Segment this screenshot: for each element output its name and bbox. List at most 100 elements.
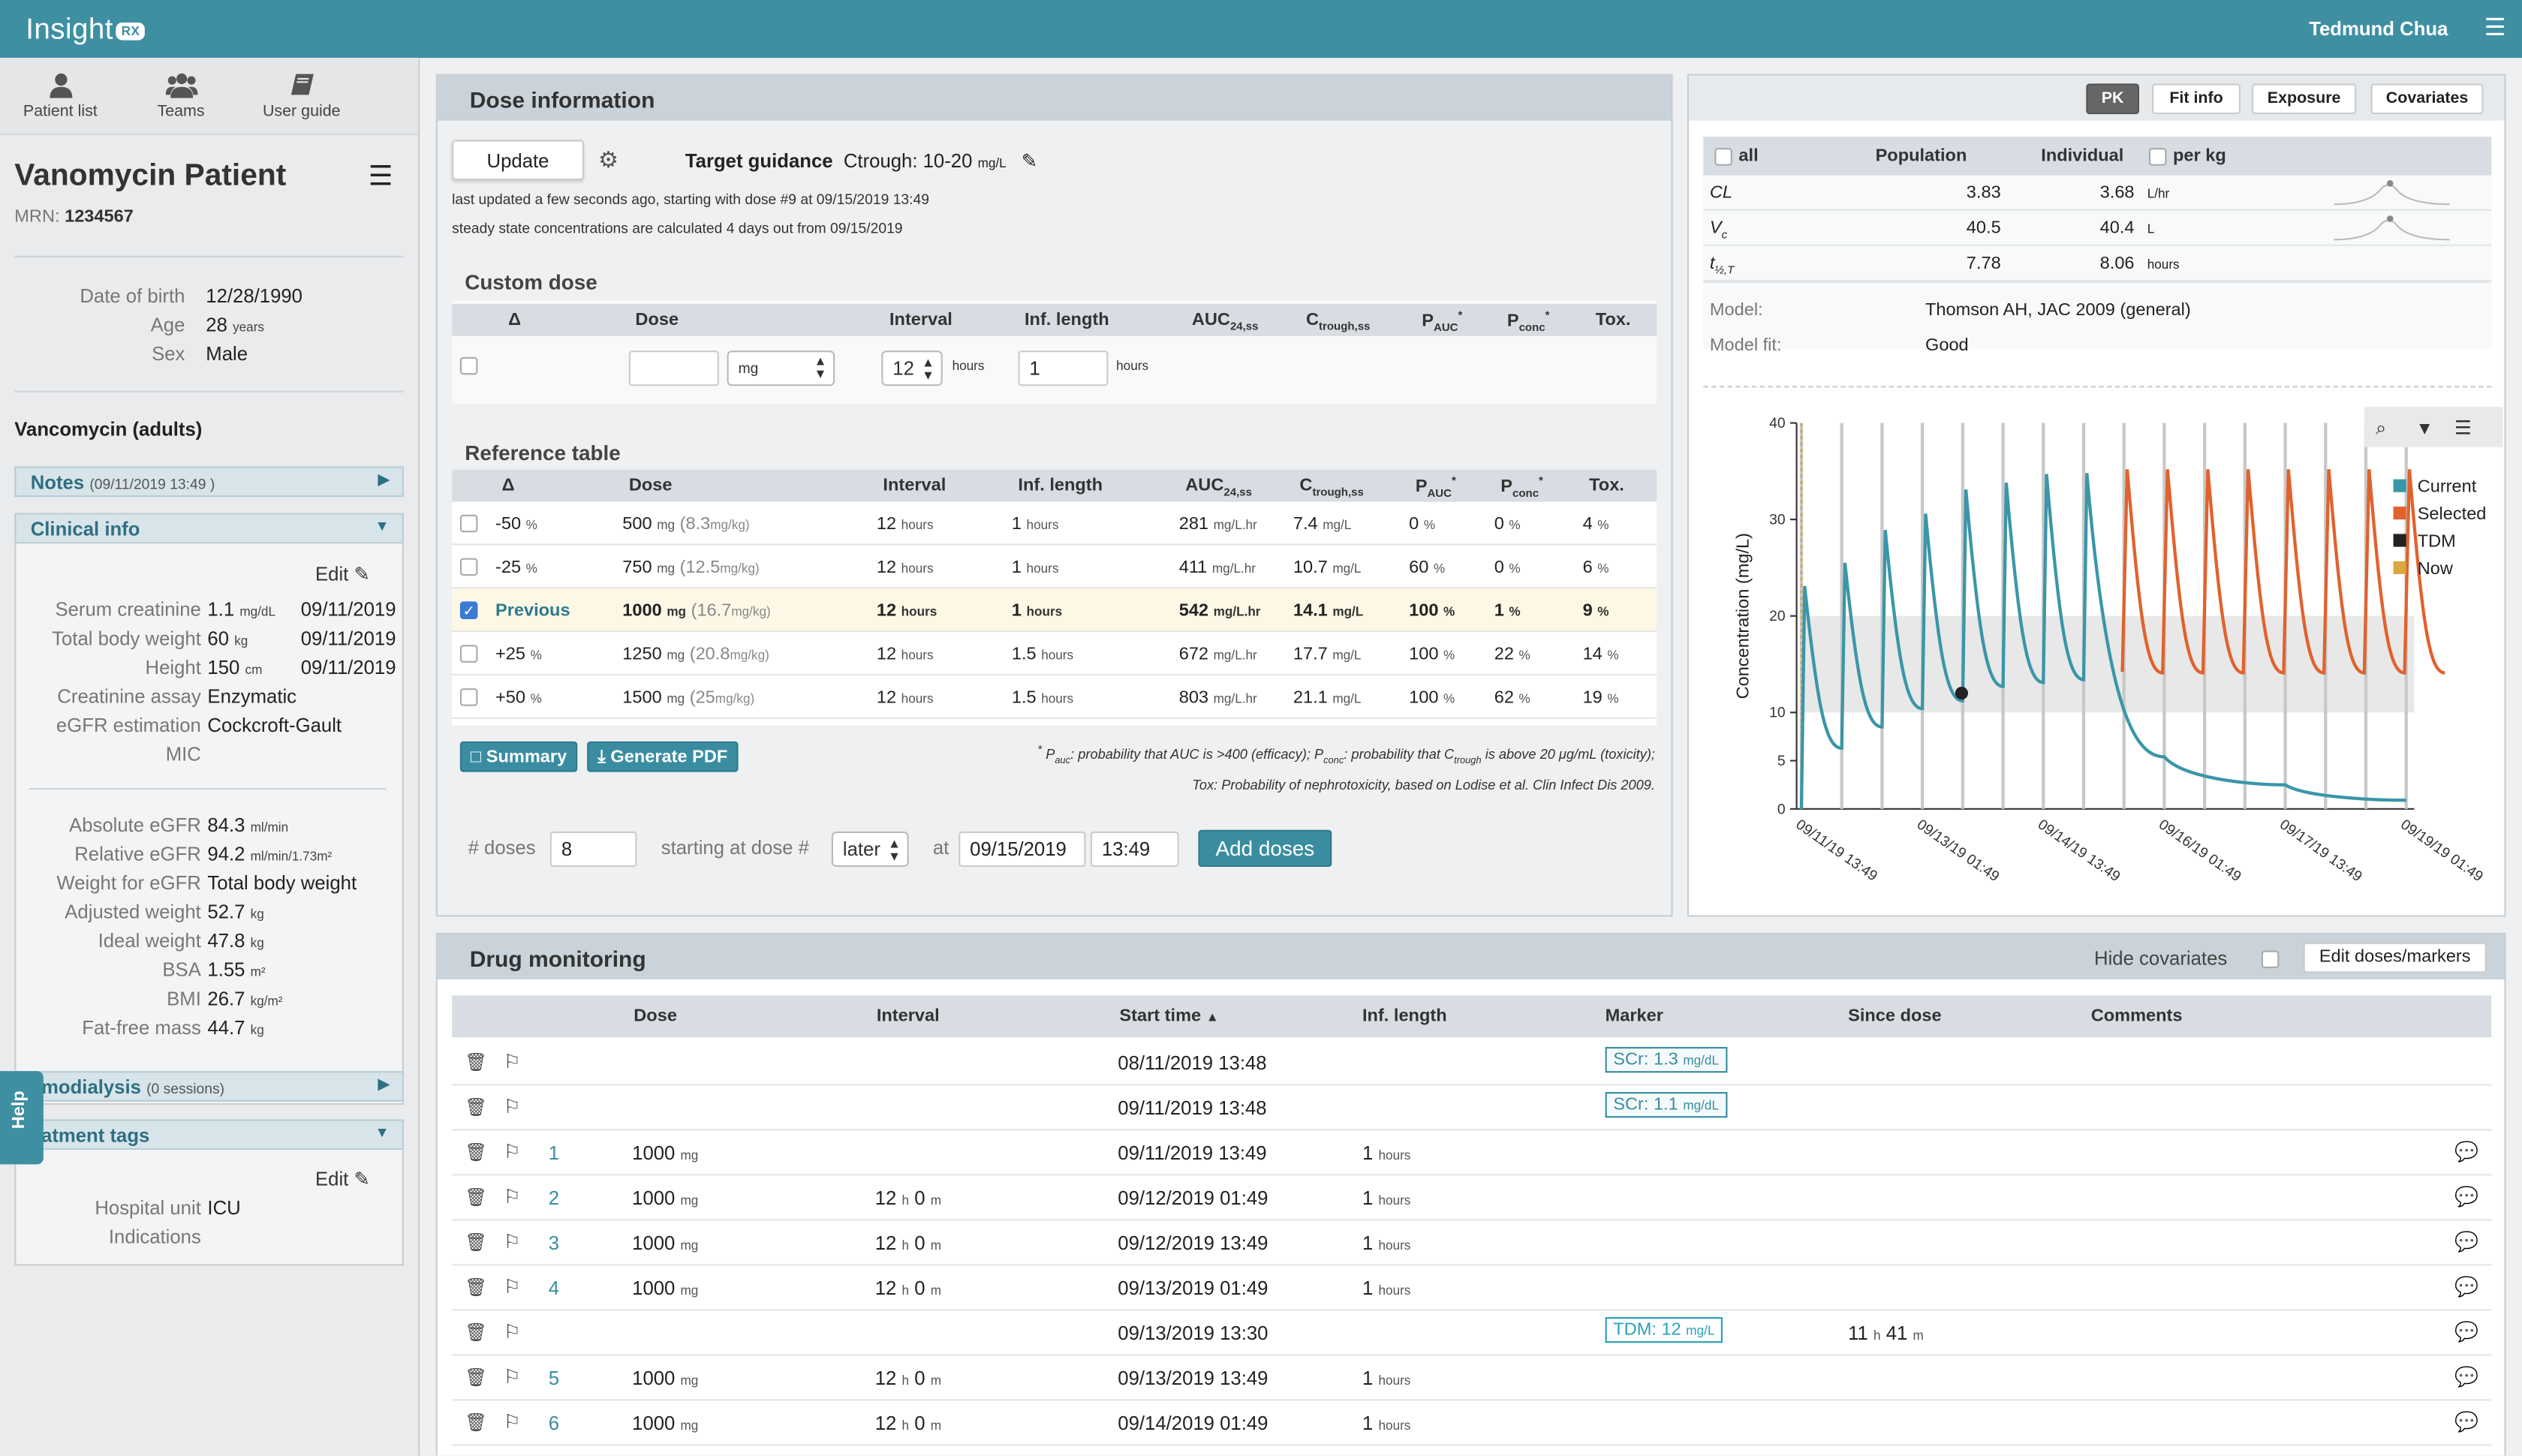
- reference-row-checkbox[interactable]: ✓: [459, 601, 478, 619]
- col-pconc: Pconc*: [1500, 476, 1543, 501]
- trash-icon[interactable]: 🗑: [465, 1188, 488, 1208]
- comment-icon[interactable]: 💬: [2454, 1230, 2479, 1253]
- marker-badge[interactable]: TDM: 12 mg/L: [1605, 1317, 1723, 1343]
- reference-row[interactable]: +25 % 1250 mg (20.8mg/kg) 12 hours 1.5 hour…: [452, 632, 1657, 675]
- flag-icon[interactable]: ⚐: [503, 1365, 521, 1388]
- dose-number-link[interactable]: 3: [548, 1232, 560, 1255]
- trash-icon[interactable]: 🗑: [465, 1323, 488, 1343]
- hemodialysis-header[interactable]: emodialysis (0 sessions) ▶: [14, 1071, 404, 1102]
- tab-fit-info[interactable]: Fit info: [2152, 83, 2241, 115]
- reference-row-checkbox[interactable]: [459, 645, 478, 663]
- trash-icon[interactable]: 🗑: [465, 1278, 488, 1298]
- interval-hours: 12: [874, 1412, 897, 1435]
- derived-unit: m²: [250, 964, 266, 979]
- user-name[interactable]: Tedmund Chua: [2309, 17, 2448, 41]
- pencil-icon[interactable]: ✎: [1021, 149, 1038, 173]
- help-label: Help: [9, 1090, 29, 1130]
- flag-icon[interactable]: ⚐: [503, 1275, 521, 1298]
- concentration-chart[interactable]: 0 5 10 20 30 40 Concentration (mg/L) 09/11/19 1…: [1689, 402, 2508, 917]
- clinical-value: Cockcroft-Gault: [207, 714, 342, 736]
- reference-row[interactable]: -50 % 500 mg (8.3mg/kg) 12 hours 1 hours 281…: [452, 502, 1657, 546]
- reference-row[interactable]: -25 % 750 mg (12.5mg/kg) 12 hours 1 hours 41…: [452, 545, 1657, 589]
- flag-icon[interactable]: ⚐: [503, 1095, 521, 1118]
- clinical-edit-button[interactable]: Edit ✎: [315, 563, 370, 585]
- custom-dose-unit-select[interactable]: mg ▲ ▼: [727, 350, 835, 387]
- steady-state-text: steady state concentrations are calculat…: [452, 220, 903, 236]
- flag-icon[interactable]: ⚐: [503, 1050, 521, 1073]
- help-tab[interactable]: Help: [0, 1071, 44, 1165]
- reference-row[interactable]: ✓ Previous 1000 mg (16.7mg/kg) 12 hours 1 ho…: [452, 588, 1657, 633]
- dose-number-link[interactable]: 6: [548, 1412, 560, 1435]
- custom-dose-checkbox[interactable]: [459, 356, 478, 375]
- tab-covariates[interactable]: Covariates: [2370, 83, 2484, 115]
- app-logo[interactable]: Insight RX: [26, 13, 145, 47]
- col-inf-length: Inf. length: [1025, 310, 1109, 330]
- tab-pk[interactable]: PK: [2086, 83, 2139, 115]
- add-doses-button[interactable]: Add doses: [1198, 829, 1332, 867]
- patient-menu-icon[interactable]: ☰: [368, 161, 393, 191]
- dose-number-link[interactable]: 1: [548, 1142, 560, 1165]
- flag-icon[interactable]: ⚐: [503, 1230, 521, 1253]
- start-dose-select[interactable]: later ▲ ▼: [831, 831, 909, 867]
- notes-section-header[interactable]: Notes (09/11/2019 13:49 ) ▶: [14, 466, 404, 498]
- flag-icon[interactable]: ⚐: [503, 1185, 521, 1208]
- edit-doses-markers-button[interactable]: Edit doses/markers: [2303, 942, 2487, 973]
- flag-icon[interactable]: ⚐: [503, 1410, 521, 1433]
- comment-icon[interactable]: 💬: [2454, 1320, 2479, 1343]
- trash-icon[interactable]: 🗑: [465, 1098, 488, 1118]
- comment-icon[interactable]: 💬: [2454, 1410, 2479, 1433]
- dose-number-link[interactable]: 4: [548, 1277, 560, 1300]
- chart-menu-icon[interactable]: ☰: [2454, 418, 2472, 439]
- trash-icon[interactable]: 🗑: [465, 1233, 488, 1253]
- reference-row-checkbox[interactable]: [459, 558, 478, 576]
- custom-dose-input[interactable]: [628, 350, 719, 387]
- reference-row[interactable]: +50 % 1500 mg (25mg/kg) 12 hours 1.5 hours 8…: [452, 675, 1657, 719]
- chart-toolbar: ⌕ ▼ ☰: [2364, 407, 2503, 447]
- clinical-info-header[interactable]: Clinical info ▼: [14, 513, 404, 544]
- comment-icon[interactable]: 💬: [2454, 1185, 2479, 1208]
- trash-icon[interactable]: 🗑: [465, 1053, 488, 1073]
- hamburger-menu-icon[interactable]: ☰: [2484, 14, 2506, 42]
- col-ctrough-label: C: [1306, 310, 1320, 330]
- cell-inf: 1.5 hours: [1012, 688, 1073, 708]
- per-kg-checkbox[interactable]: [2148, 148, 2167, 166]
- start-time-input[interactable]: 13:49: [1090, 831, 1179, 867]
- col-start-time[interactable]: Start time ▲: [1119, 1006, 1218, 1026]
- nav-teams[interactable]: Teams: [121, 58, 242, 134]
- dose-number-link[interactable]: 5: [548, 1367, 560, 1390]
- custom-inf-length-input[interactable]: 1: [1018, 350, 1109, 387]
- flag-icon[interactable]: ⚐: [503, 1320, 521, 1343]
- tags-edit-button[interactable]: Edit ✎: [315, 1168, 370, 1190]
- start-date-input[interactable]: 09/15/2019: [959, 831, 1086, 867]
- derived-key: BMI: [167, 987, 201, 1010]
- filter-icon[interactable]: ▼: [2416, 419, 2433, 438]
- treatment-tags-header[interactable]: eatment tags ▼: [14, 1119, 404, 1151]
- summary-button[interactable]: □ Summary: [459, 741, 578, 772]
- nav-user-guide[interactable]: User guide: [241, 58, 362, 134]
- cell-tox: 4 %: [1583, 515, 1609, 534]
- update-button[interactable]: Update: [452, 140, 584, 180]
- marker-badge[interactable]: SCr: 1.1 mg/dL: [1605, 1092, 1727, 1118]
- col-inf-length: Inf. length: [1362, 1006, 1447, 1027]
- tab-exposure[interactable]: Exposure: [2252, 83, 2357, 115]
- reference-row-checkbox[interactable]: [459, 514, 478, 533]
- generate-pdf-button[interactable]: ⤓ Generate PDF: [587, 741, 739, 772]
- ndoses-input[interactable]: 8: [549, 831, 637, 867]
- marker-badge[interactable]: SCr: 1.3 mg/dL: [1605, 1047, 1727, 1073]
- zoom-icon[interactable]: ⌕: [2376, 418, 2386, 439]
- nav-patient-list[interactable]: Patient list: [0, 58, 121, 134]
- trash-icon[interactable]: 🗑: [465, 1368, 488, 1388]
- comment-icon[interactable]: 💬: [2454, 1275, 2479, 1298]
- trash-icon[interactable]: 🗑: [465, 1413, 488, 1433]
- custom-interval-stepper[interactable]: 12 ▲ ▼: [881, 350, 943, 387]
- gear-icon[interactable]: ⚙: [598, 146, 619, 173]
- dose-number-link[interactable]: 2: [548, 1187, 560, 1210]
- flag-icon[interactable]: ⚐: [503, 1140, 521, 1163]
- all-checkbox[interactable]: [1714, 148, 1732, 166]
- reference-row-checkbox[interactable]: [459, 688, 478, 706]
- comment-icon[interactable]: 💬: [2454, 1365, 2479, 1388]
- target-guidance: Target guidance Ctrough: 10-20 mg/L ✎: [685, 149, 1037, 172]
- trash-icon[interactable]: 🗑: [465, 1143, 488, 1163]
- comment-icon[interactable]: 💬: [2454, 1140, 2479, 1163]
- hide-covariates-checkbox[interactable]: [2261, 950, 2280, 968]
